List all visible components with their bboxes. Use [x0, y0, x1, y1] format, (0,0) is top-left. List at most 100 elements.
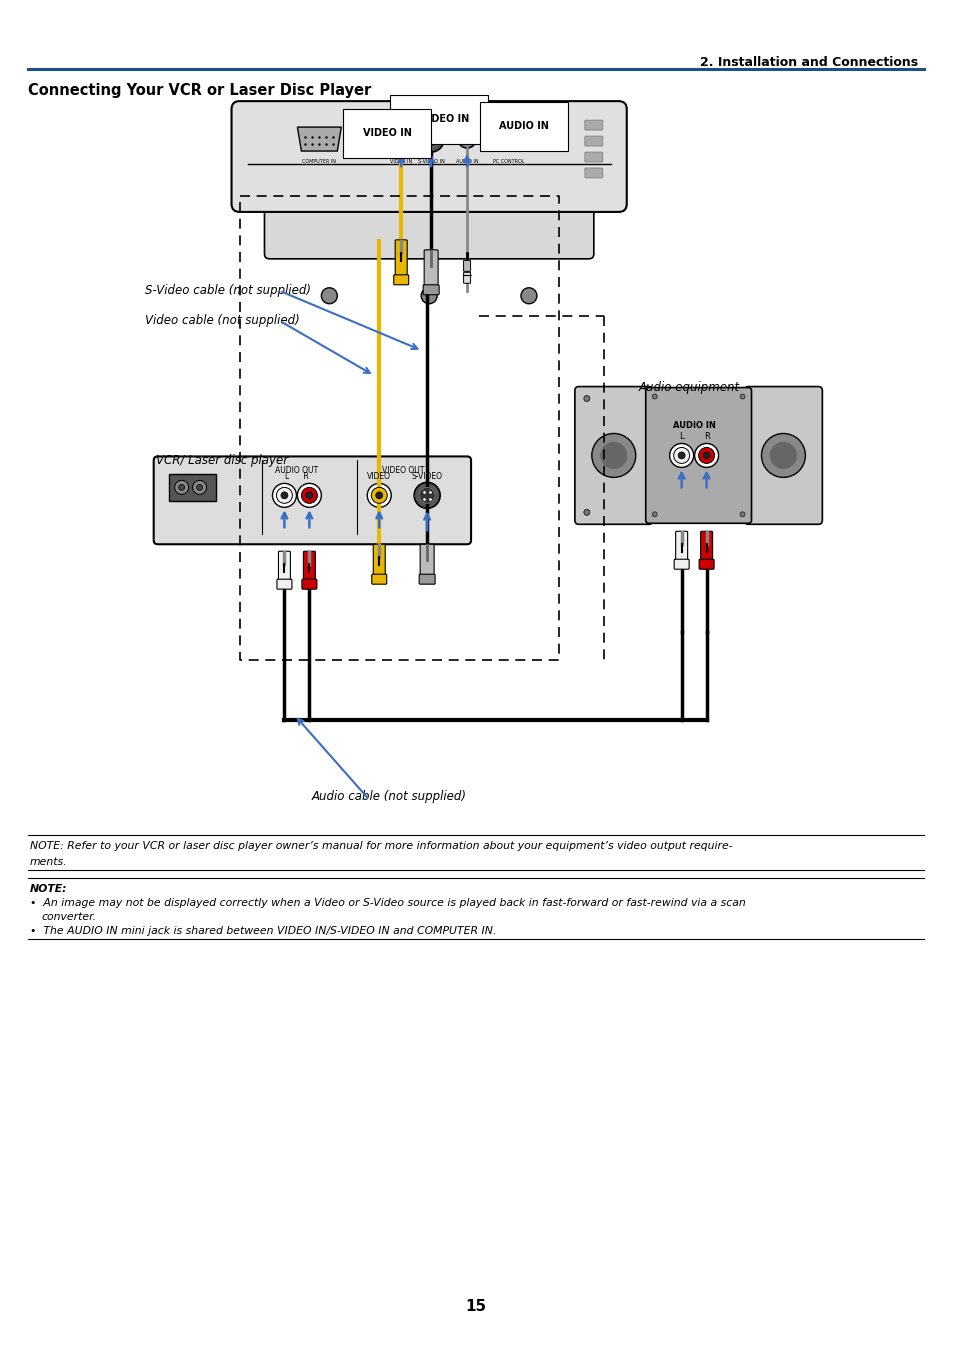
Circle shape — [702, 452, 709, 458]
Text: COMPUTER IN: COMPUTER IN — [302, 159, 336, 164]
Circle shape — [280, 492, 288, 499]
Circle shape — [273, 484, 296, 507]
Circle shape — [583, 395, 589, 402]
Polygon shape — [297, 127, 341, 151]
Circle shape — [301, 488, 317, 503]
Text: VIDEO IN: VIDEO IN — [390, 159, 412, 164]
FancyBboxPatch shape — [674, 559, 688, 569]
FancyBboxPatch shape — [394, 275, 408, 284]
FancyBboxPatch shape — [699, 559, 714, 569]
FancyBboxPatch shape — [463, 272, 470, 283]
FancyBboxPatch shape — [743, 387, 821, 524]
FancyBboxPatch shape — [584, 120, 602, 129]
Circle shape — [669, 443, 693, 468]
FancyBboxPatch shape — [278, 551, 290, 581]
Circle shape — [193, 480, 207, 495]
Circle shape — [520, 287, 537, 303]
Circle shape — [652, 394, 657, 399]
FancyBboxPatch shape — [700, 531, 712, 561]
Circle shape — [371, 488, 387, 503]
Circle shape — [678, 452, 684, 458]
Circle shape — [297, 484, 321, 507]
Circle shape — [698, 448, 714, 464]
Circle shape — [769, 441, 797, 469]
Circle shape — [420, 287, 436, 303]
Text: VIDEO OUT: VIDEO OUT — [381, 466, 424, 476]
Text: PC CONTROL: PC CONTROL — [493, 159, 524, 164]
FancyBboxPatch shape — [575, 387, 652, 524]
Circle shape — [583, 510, 589, 515]
Circle shape — [760, 434, 804, 477]
FancyBboxPatch shape — [301, 580, 316, 589]
Circle shape — [500, 131, 517, 147]
FancyBboxPatch shape — [153, 457, 471, 545]
Circle shape — [414, 483, 439, 508]
Circle shape — [457, 129, 476, 148]
FancyBboxPatch shape — [303, 551, 315, 581]
Circle shape — [673, 448, 689, 464]
FancyBboxPatch shape — [584, 152, 602, 162]
Text: ments.: ments. — [30, 856, 68, 867]
FancyBboxPatch shape — [419, 545, 434, 576]
Text: Connecting Your VCR or Laser Disc Player: Connecting Your VCR or Laser Disc Player — [28, 84, 371, 98]
Circle shape — [591, 434, 635, 477]
FancyBboxPatch shape — [424, 249, 437, 287]
Text: L      R: L R — [285, 472, 309, 481]
Circle shape — [389, 127, 413, 151]
FancyBboxPatch shape — [418, 574, 435, 584]
Text: AUDIO IN: AUDIO IN — [498, 121, 548, 131]
Circle shape — [306, 492, 313, 499]
Circle shape — [417, 127, 444, 152]
Text: VIDEO: VIDEO — [367, 472, 391, 481]
Circle shape — [398, 136, 403, 142]
Circle shape — [367, 484, 391, 507]
FancyBboxPatch shape — [645, 388, 751, 523]
Text: R: R — [703, 433, 709, 442]
FancyBboxPatch shape — [584, 136, 602, 146]
FancyBboxPatch shape — [232, 101, 626, 212]
Text: Audio cable (not supplied): Audio cable (not supplied) — [312, 790, 466, 803]
Circle shape — [740, 512, 744, 516]
FancyBboxPatch shape — [584, 168, 602, 178]
Text: NOTE:: NOTE: — [30, 883, 68, 894]
Text: VIDEO IN: VIDEO IN — [362, 128, 412, 137]
Text: AUDIO IN: AUDIO IN — [672, 421, 715, 430]
Circle shape — [276, 488, 293, 503]
Circle shape — [652, 512, 657, 516]
Circle shape — [321, 287, 337, 303]
FancyBboxPatch shape — [675, 531, 687, 561]
Text: S-VIDEO: S-VIDEO — [412, 472, 442, 481]
FancyBboxPatch shape — [463, 260, 470, 271]
Text: S-VIDEO IN: S-VIDEO IN — [409, 115, 468, 124]
Circle shape — [599, 441, 627, 469]
FancyBboxPatch shape — [169, 474, 215, 501]
Text: S-Video cable (not supplied): S-Video cable (not supplied) — [145, 284, 311, 298]
Text: •  An image may not be displayed correctly when a Video or S-Video source is pla: • An image may not be displayed correctl… — [30, 898, 745, 907]
Text: 2. Installation and Connections: 2. Installation and Connections — [700, 57, 917, 69]
FancyBboxPatch shape — [372, 574, 386, 584]
Circle shape — [394, 132, 408, 146]
FancyBboxPatch shape — [373, 545, 385, 576]
Circle shape — [418, 488, 435, 503]
Text: Video cable (not supplied): Video cable (not supplied) — [145, 314, 299, 328]
Circle shape — [462, 135, 471, 143]
Text: NOTE: Refer to your VCR or laser disc player owner’s manual for more information: NOTE: Refer to your VCR or laser disc pl… — [30, 841, 732, 851]
Circle shape — [740, 394, 744, 399]
Circle shape — [178, 484, 185, 491]
FancyBboxPatch shape — [276, 580, 292, 589]
Text: L: L — [679, 433, 683, 442]
Text: S-VIDEO IN: S-VIDEO IN — [417, 159, 444, 164]
Circle shape — [423, 131, 438, 147]
FancyBboxPatch shape — [264, 208, 593, 259]
Circle shape — [694, 443, 718, 468]
Text: converter.: converter. — [42, 911, 97, 922]
Text: •  The AUDIO IN mini jack is shared between VIDEO IN/S-VIDEO IN and COMPUTER IN.: • The AUDIO IN mini jack is shared betwe… — [30, 926, 496, 936]
Circle shape — [196, 484, 202, 491]
Text: 15: 15 — [465, 1299, 486, 1314]
Text: AUDIO OUT: AUDIO OUT — [275, 466, 318, 476]
FancyBboxPatch shape — [423, 284, 438, 295]
FancyBboxPatch shape — [395, 240, 407, 276]
Circle shape — [174, 480, 189, 495]
Text: AUDIO IN: AUDIO IN — [456, 159, 477, 164]
Text: Audio equipment: Audio equipment — [639, 380, 740, 394]
